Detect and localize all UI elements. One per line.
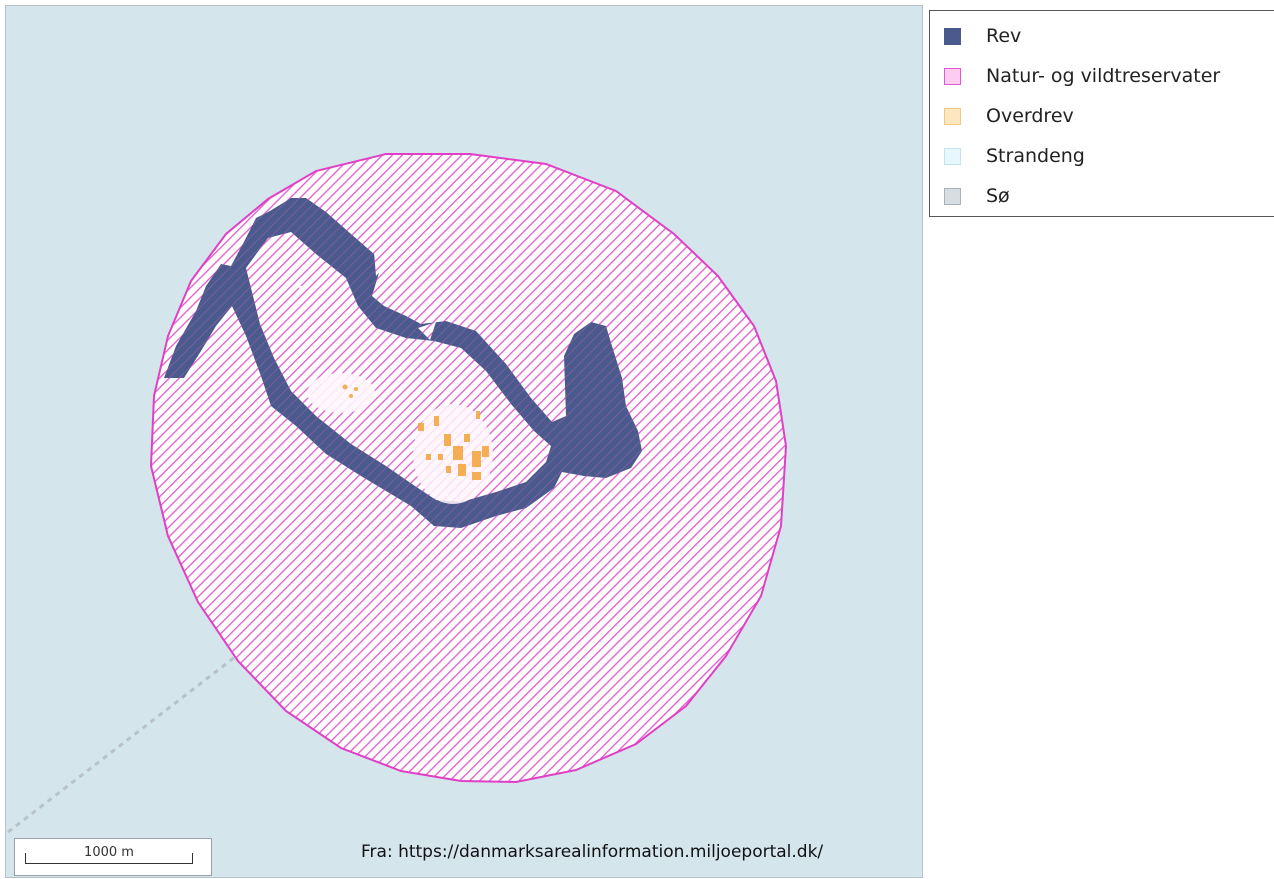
reserve-swatch-icon [944, 67, 961, 85]
map-legend: Rev Natur- og vildtreservater Overdrev S… [929, 10, 1274, 217]
legend-label: Natur- og vildtreservater [986, 65, 1221, 87]
lake-swatch-icon [944, 187, 961, 205]
map-canvas[interactable] [6, 6, 922, 877]
legend-item-strandeng: Strandeng [944, 141, 1085, 171]
reef-gap-2 [418, 322, 436, 340]
rev-swatch-icon [944, 27, 961, 45]
small-marker [299, 286, 303, 290]
legend-item-overdrev: Overdrev [944, 101, 1074, 131]
scale-label: 1000 m [84, 845, 134, 860]
legend-label: Sø [986, 185, 1010, 207]
map-view[interactable]: 1000 m Fra: https://danmarksarealinforma… [5, 5, 923, 878]
legend-item-rev: Rev [944, 21, 1021, 51]
legend-label: Rev [986, 25, 1022, 47]
scale-bar [25, 853, 193, 864]
light-area-west-inner [307, 373, 375, 413]
overdrev-patches[interactable] [342, 384, 490, 481]
strandeng-swatch-icon [944, 147, 961, 165]
scale-bar-box: 1000 m [14, 838, 212, 876]
source-attribution: Fra: https://danmarksarealinformation.mi… [361, 842, 824, 862]
overdrev-swatch-icon [944, 107, 961, 125]
legend-item-nature-reserves: Natur- og vildtreservater [944, 61, 1220, 91]
legend-label: Strandeng [986, 145, 1085, 167]
legend-label: Overdrev [986, 105, 1074, 127]
legend-item-so: Sø [944, 181, 1010, 211]
reef-gap-1 [374, 252, 388, 276]
